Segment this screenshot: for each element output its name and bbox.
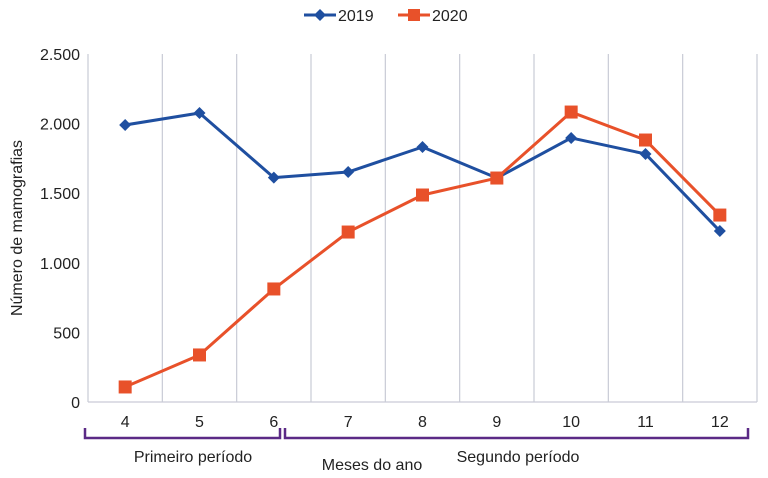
data-point-2019 bbox=[193, 107, 206, 120]
data-point-2019 bbox=[342, 166, 355, 179]
data-point-2020 bbox=[713, 208, 727, 222]
legend-marker-2020 bbox=[408, 9, 420, 21]
y-tick-label: 2.000 bbox=[40, 117, 80, 134]
period-bracket bbox=[283, 428, 750, 440]
period-bracket bbox=[83, 428, 282, 440]
data-point-2019 bbox=[267, 171, 280, 184]
data-point-2019 bbox=[416, 140, 429, 153]
y-tick-label: 2.500 bbox=[40, 47, 80, 64]
data-point-2020 bbox=[267, 282, 281, 296]
period-label: Segundo período bbox=[457, 449, 580, 466]
x-tick-label: 8 bbox=[418, 414, 427, 431]
data-point-2020 bbox=[416, 188, 429, 202]
y-tick-label: 1.500 bbox=[40, 186, 80, 203]
series-line-2020 bbox=[124, 110, 721, 389]
x-tick-label: 12 bbox=[711, 414, 729, 431]
x-tick-label: 6 bbox=[269, 414, 278, 431]
y-tick-label: 0 bbox=[71, 395, 80, 412]
data-point-2019 bbox=[713, 225, 726, 238]
x-tick-label: 5 bbox=[195, 414, 204, 431]
y-axis-label: Número de mamografias bbox=[9, 140, 26, 316]
series-line-2019 bbox=[124, 111, 721, 233]
x-tick-label: 9 bbox=[492, 414, 501, 431]
data-point-2020 bbox=[564, 105, 578, 119]
period-label: Primeiro período bbox=[134, 449, 252, 466]
x-tick-label: 10 bbox=[562, 414, 580, 431]
y-tick-label: 500 bbox=[53, 325, 80, 342]
legend-label: 2020 bbox=[432, 8, 468, 25]
data-point-2020 bbox=[639, 133, 652, 147]
legend-label: 2019 bbox=[338, 8, 374, 25]
data-point-2020 bbox=[490, 171, 504, 185]
data-point-2019 bbox=[639, 147, 652, 160]
y-tick-label: 1.000 bbox=[40, 256, 80, 273]
data-point-2020 bbox=[118, 380, 132, 394]
data-point-2019 bbox=[565, 131, 578, 144]
legend-marker-2019 bbox=[314, 9, 326, 21]
x-tick-label: 11 bbox=[637, 414, 654, 431]
x-axis-label: Meses do ano bbox=[322, 457, 423, 474]
data-point-2019 bbox=[119, 118, 132, 131]
x-tick-label: 4 bbox=[121, 414, 130, 431]
data-point-2020 bbox=[341, 225, 355, 239]
x-tick-label: 7 bbox=[344, 414, 353, 431]
data-point-2020 bbox=[193, 348, 206, 362]
